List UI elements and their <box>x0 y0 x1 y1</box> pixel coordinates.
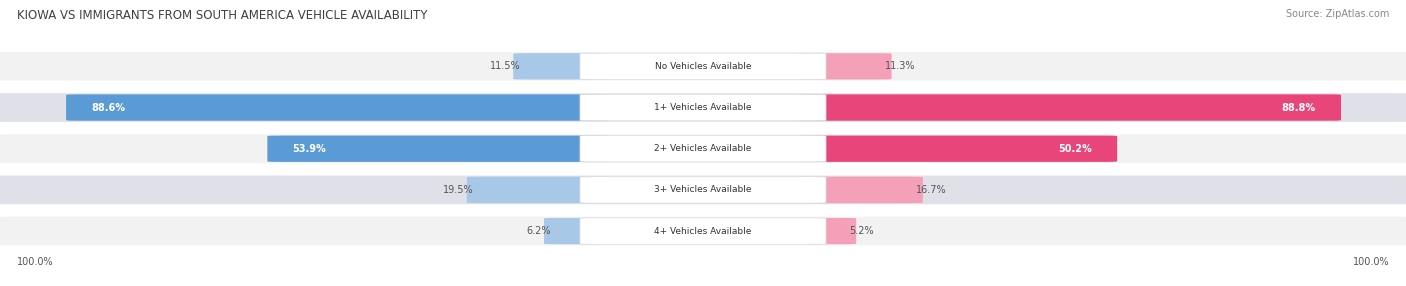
Text: 3+ Vehicles Available: 3+ Vehicles Available <box>654 185 752 194</box>
Text: 100.0%: 100.0% <box>17 257 53 267</box>
Text: 88.8%: 88.8% <box>1282 103 1316 112</box>
FancyBboxPatch shape <box>799 136 1118 162</box>
FancyBboxPatch shape <box>0 134 1406 164</box>
FancyBboxPatch shape <box>799 177 922 203</box>
FancyBboxPatch shape <box>581 136 825 162</box>
FancyBboxPatch shape <box>66 94 609 121</box>
Text: 19.5%: 19.5% <box>443 185 474 195</box>
FancyBboxPatch shape <box>267 136 609 162</box>
FancyBboxPatch shape <box>799 218 856 244</box>
FancyBboxPatch shape <box>799 53 891 80</box>
Text: 4+ Vehicles Available: 4+ Vehicles Available <box>654 227 752 236</box>
Text: Source: ZipAtlas.com: Source: ZipAtlas.com <box>1285 9 1389 19</box>
Text: 11.5%: 11.5% <box>489 61 520 71</box>
FancyBboxPatch shape <box>581 94 825 121</box>
Text: 2+ Vehicles Available: 2+ Vehicles Available <box>654 144 752 153</box>
Text: 6.2%: 6.2% <box>526 226 551 236</box>
Text: 11.3%: 11.3% <box>884 61 915 71</box>
FancyBboxPatch shape <box>581 177 825 203</box>
FancyBboxPatch shape <box>581 53 825 80</box>
FancyBboxPatch shape <box>0 51 1406 82</box>
FancyBboxPatch shape <box>544 218 607 244</box>
Text: 88.6%: 88.6% <box>91 103 125 112</box>
Text: KIOWA VS IMMIGRANTS FROM SOUTH AMERICA VEHICLE AVAILABILITY: KIOWA VS IMMIGRANTS FROM SOUTH AMERICA V… <box>17 9 427 21</box>
Text: 100.0%: 100.0% <box>1353 257 1389 267</box>
FancyBboxPatch shape <box>0 175 1406 205</box>
FancyBboxPatch shape <box>581 218 825 244</box>
Text: 16.7%: 16.7% <box>915 185 946 195</box>
FancyBboxPatch shape <box>467 177 609 203</box>
Text: 50.2%: 50.2% <box>1059 144 1092 154</box>
Text: 5.2%: 5.2% <box>849 226 873 236</box>
Text: 1+ Vehicles Available: 1+ Vehicles Available <box>654 103 752 112</box>
Text: No Vehicles Available: No Vehicles Available <box>655 62 751 71</box>
FancyBboxPatch shape <box>0 216 1406 246</box>
FancyBboxPatch shape <box>0 92 1406 123</box>
Text: 53.9%: 53.9% <box>292 144 326 154</box>
FancyBboxPatch shape <box>799 94 1341 121</box>
FancyBboxPatch shape <box>513 53 607 80</box>
